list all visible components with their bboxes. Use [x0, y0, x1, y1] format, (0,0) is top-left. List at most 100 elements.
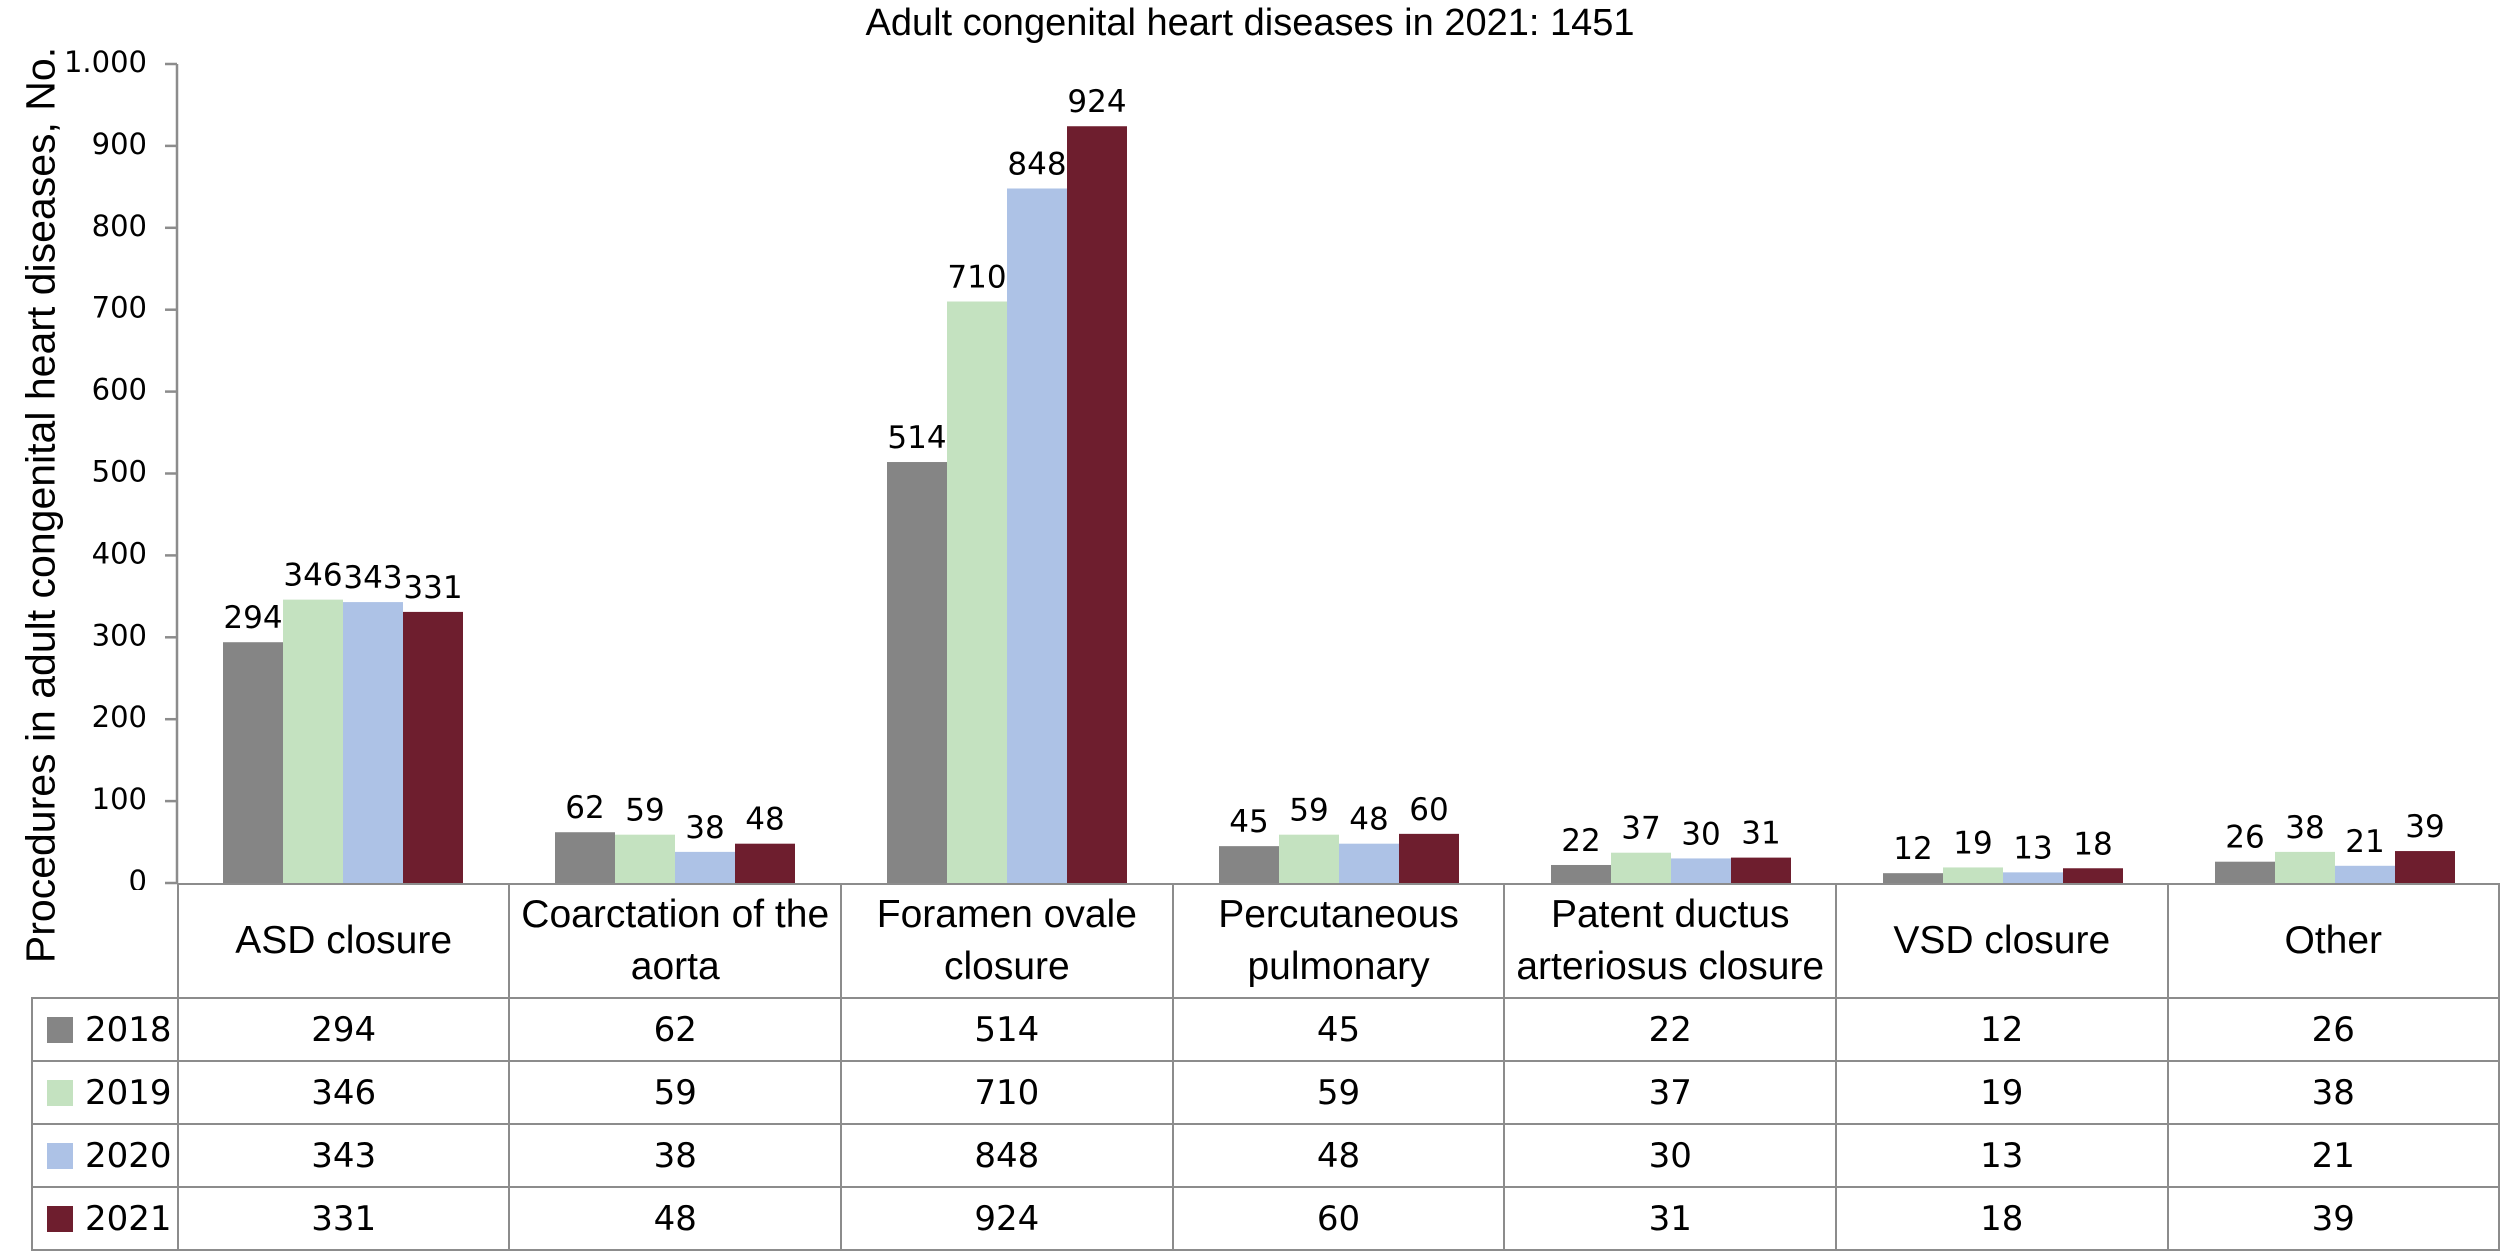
table-cell: 13: [1835, 1123, 2169, 1188]
x-axis-category-label: VSD closure: [1835, 883, 2169, 999]
bar-value-label: 13: [2013, 830, 2052, 866]
bar-value-label: 343: [343, 560, 402, 596]
bar-value-label: 59: [1289, 793, 1328, 829]
bar: [947, 301, 1007, 883]
bar-value-label: 331: [403, 570, 462, 606]
table-cell: 294: [176, 997, 511, 1062]
table-corner-cell: [32, 884, 179, 999]
legend-swatch: [47, 1205, 73, 1232]
y-tick-label: 500: [92, 455, 147, 489]
bar-value-label: 62: [565, 790, 604, 826]
bar-value-label: 45: [1229, 804, 1268, 840]
table-cell: 48: [508, 1186, 843, 1251]
legend-entry: 2020: [31, 1123, 179, 1188]
table-row: 2021 331 48 924 60 31 18 39: [31, 1186, 2500, 1251]
table-cell: 62: [508, 997, 843, 1062]
bar-value-label: 346: [283, 558, 342, 594]
table-cell: 48: [1171, 1123, 1506, 1188]
x-axis-category-label: Foramen ovale closure: [840, 883, 1174, 999]
legend-entry: 2018: [31, 997, 179, 1062]
y-tick-label: 600: [92, 373, 147, 407]
x-axis-category-label: Coarctation of the aorta: [508, 883, 843, 999]
bar: [1671, 858, 1731, 883]
bar: [1279, 834, 1339, 883]
bar: [1339, 843, 1399, 883]
bar: [2063, 868, 2123, 883]
bar-value-label: 18: [2073, 826, 2112, 862]
table-cell: 19: [1835, 1060, 2169, 1125]
bar: [223, 642, 283, 883]
bar: [735, 843, 795, 883]
bar: [1943, 867, 2003, 883]
bar-value-label: 39: [2405, 809, 2444, 845]
legend-label: 2018: [85, 1009, 172, 1050]
bar: [2003, 872, 2063, 883]
table-cell: 710: [840, 1060, 1174, 1125]
bar: [1551, 864, 1611, 883]
table-cell: 26: [2166, 997, 2500, 1062]
chart-title: Adult congenital heart diseases in 2021:…: [865, 2, 1635, 44]
bar-value-label: 30: [1681, 816, 1720, 852]
table-category-row: ASD closure Coarctation of the aorta Foram…: [32, 883, 2500, 999]
bar-value-label: 59: [625, 793, 664, 829]
x-axis-category-label: Percutaneous pulmonary: [1171, 883, 1506, 999]
legend-label: 2019: [85, 1072, 172, 1113]
x-axis-category-label: ASD closure: [176, 883, 511, 999]
table-cell: 39: [2166, 1186, 2500, 1251]
table-cell: 38: [2166, 1060, 2500, 1125]
bar-value-label: 21: [2345, 824, 2384, 860]
table-cell: 924: [840, 1186, 1174, 1251]
data-table: ASD closure Coarctation of the aorta Foram…: [31, 883, 2500, 1251]
y-tick-label: 900: [92, 127, 147, 161]
bar-value-label: 38: [685, 810, 724, 846]
bar-value-label: 514: [887, 420, 946, 456]
legend-entry: 2019: [31, 1060, 179, 1125]
table-cell: 38: [508, 1123, 843, 1188]
y-tick-label: 700: [92, 291, 147, 325]
bar: [343, 602, 403, 883]
table-cell: 31: [1503, 1186, 1838, 1251]
y-tick-label: 800: [92, 209, 147, 243]
bar: [887, 462, 947, 883]
bar: [555, 832, 615, 883]
bar: [2215, 861, 2275, 883]
bar-value-label: 26: [2225, 820, 2264, 856]
table-cell: 22: [1503, 997, 1838, 1062]
table-cell: 30: [1503, 1123, 1838, 1188]
legend-entry: 2021: [31, 1186, 179, 1251]
x-axis-category-label: Patent ductus arteriosus closure: [1503, 883, 1838, 999]
bar: [283, 599, 343, 883]
bar: [675, 851, 735, 883]
bar-value-label: 848: [1007, 146, 1066, 182]
legend-swatch: [47, 1142, 73, 1169]
bar: [1219, 846, 1279, 883]
bar-value-label: 37: [1621, 811, 1660, 847]
bar-value-label: 710: [947, 260, 1006, 296]
bar-value-label: 38: [2285, 810, 2324, 846]
table-cell: 21: [2166, 1123, 2500, 1188]
table-row: 2018 294 62 514 45 22 12 26: [31, 997, 2500, 1062]
bar-series: [223, 126, 2455, 883]
legend-swatch: [47, 1079, 73, 1106]
table-cell: 45: [1171, 997, 1506, 1062]
table-cell: 60: [1171, 1186, 1506, 1251]
legend-label: 2021: [85, 1198, 172, 1239]
bar-value-label: 924: [1067, 84, 1126, 120]
table-cell: 37: [1503, 1060, 1838, 1125]
y-tick-label: 300: [92, 618, 147, 652]
bar: [615, 834, 675, 883]
table-cell: 331: [176, 1186, 511, 1251]
y-tick-label: 0: [129, 864, 147, 890]
bar: [1731, 857, 1791, 883]
bar: [1067, 126, 1127, 883]
table-cell: 848: [840, 1123, 1174, 1188]
table-cell: 514: [840, 997, 1174, 1062]
bar: [403, 611, 463, 883]
table-cell: 59: [1171, 1060, 1506, 1125]
x-axis-category-label: Other: [2166, 883, 2500, 999]
table-cell: 12: [1835, 997, 2169, 1062]
legend-label: 2020: [85, 1135, 172, 1176]
bar-value-label: 19: [1953, 825, 1992, 861]
bar-value-label: 48: [745, 802, 784, 838]
